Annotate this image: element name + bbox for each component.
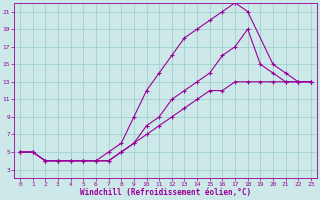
X-axis label: Windchill (Refroidissement éolien,°C): Windchill (Refroidissement éolien,°C) bbox=[80, 188, 251, 197]
